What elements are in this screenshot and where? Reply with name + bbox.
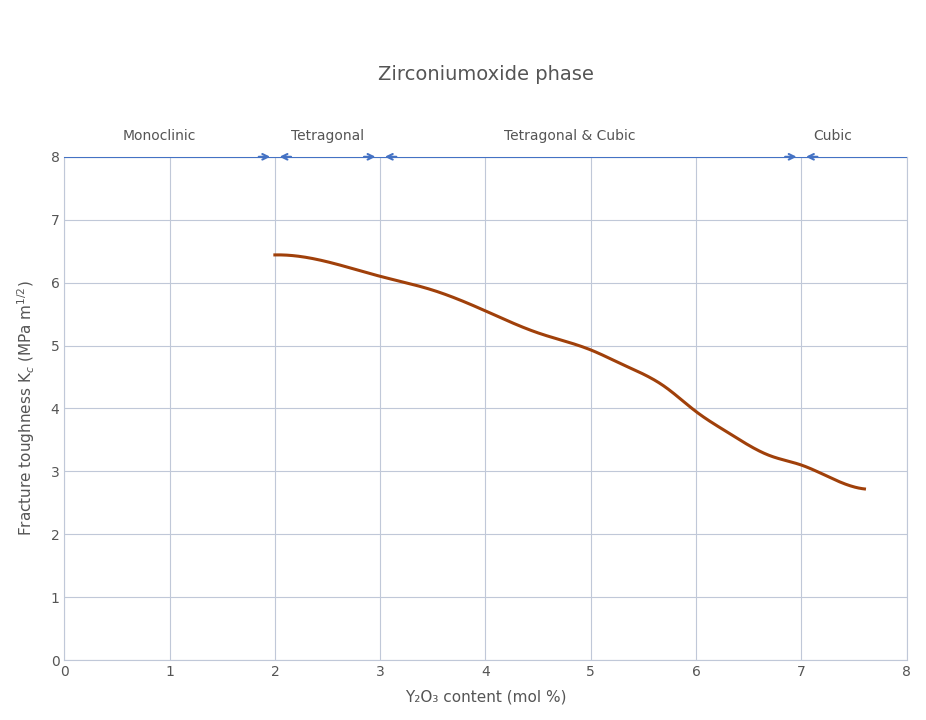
X-axis label: Y₂O₃ content (mol %): Y₂O₃ content (mol %) <box>405 690 566 705</box>
Y-axis label: Fracture toughness K$_c$ (MPa m$^{1/2}$): Fracture toughness K$_c$ (MPa m$^{1/2}$) <box>15 281 37 536</box>
Text: Monoclinic: Monoclinic <box>122 129 195 143</box>
Text: Tetragonal: Tetragonal <box>291 129 364 143</box>
Text: Tetragonal & Cubic: Tetragonal & Cubic <box>504 129 635 143</box>
Text: Cubic: Cubic <box>813 129 852 143</box>
Title: Zirconiumoxide phase: Zirconiumoxide phase <box>378 66 594 84</box>
